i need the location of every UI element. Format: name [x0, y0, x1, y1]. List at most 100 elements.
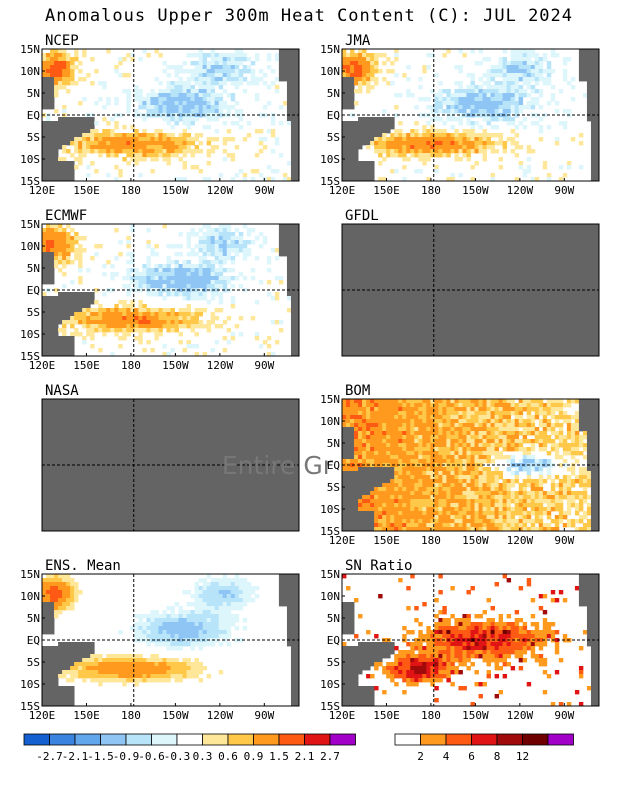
field-cell: [446, 483, 451, 488]
field-cell: [530, 419, 536, 424]
field-cell: [346, 479, 351, 484]
field-cell: [458, 133, 463, 138]
field-cell: [74, 121, 79, 126]
field-cell: [214, 324, 220, 329]
field-cell: [562, 73, 568, 78]
field-cell: [514, 57, 520, 62]
field-cell: [478, 491, 483, 496]
field-cell: [398, 451, 403, 456]
field-cell: [478, 411, 483, 416]
field-cell: [398, 427, 403, 432]
field-cell: [102, 320, 107, 325]
field-cell: [90, 332, 95, 337]
field-cell: [42, 296, 47, 301]
field-cell: [482, 415, 487, 420]
field-cell: [454, 399, 459, 404]
field-cell: [438, 455, 443, 460]
field-cell: [406, 475, 411, 480]
field-cell: [546, 511, 552, 516]
field-cell: [490, 89, 495, 94]
field-cell: [586, 403, 592, 408]
field-cell: [478, 439, 483, 444]
field-cell: [46, 240, 51, 245]
field-cell: [74, 332, 79, 337]
field-cell: [410, 519, 415, 524]
field-cell: [458, 419, 463, 424]
field-cell: [130, 224, 135, 229]
field-cell: [174, 69, 179, 74]
field-cell: [282, 53, 288, 58]
field-cell: [214, 109, 220, 114]
field-cell: [282, 69, 288, 74]
field-cell: [170, 125, 175, 130]
field-cell: [422, 161, 427, 166]
field-cell: [566, 435, 572, 440]
field-cell: [238, 240, 244, 245]
field-cell: [130, 252, 135, 257]
field-cell: [294, 109, 300, 114]
field-cell: [370, 419, 375, 424]
field-cell: [498, 487, 504, 492]
field-cell: [462, 431, 467, 436]
field-cell: [186, 93, 191, 98]
field-cell: [458, 399, 463, 404]
field-cell: [510, 411, 516, 416]
field-cell: [50, 49, 55, 54]
x-tick-label: 180: [121, 184, 141, 197]
field-cell: [394, 499, 399, 504]
field-cell: [402, 503, 407, 508]
field-cell: [402, 479, 407, 484]
field-cell: [506, 443, 512, 448]
field-cell: [362, 519, 367, 524]
field-cell: [154, 149, 159, 154]
field-cell: [66, 61, 71, 66]
field-cell: [50, 125, 55, 130]
field-cell: [194, 61, 200, 66]
field-cell: [486, 109, 491, 114]
field-cell: [234, 228, 240, 233]
field-cell: [430, 519, 435, 524]
field-cell: [342, 121, 347, 126]
field-cell: [174, 137, 179, 142]
field-cell: [362, 73, 367, 78]
field-cell: [486, 73, 491, 78]
field-cell: [74, 240, 79, 245]
field-cell: [82, 296, 87, 301]
field-cell: [362, 53, 367, 58]
field-cell: [58, 61, 63, 66]
field-cell: [162, 308, 167, 313]
field-cell: [362, 117, 367, 122]
field-cell: [218, 232, 224, 237]
field-cell: [74, 57, 79, 62]
field-cell: [54, 169, 59, 174]
field-cell: [486, 503, 491, 508]
field-cell: [362, 133, 367, 138]
field-cell: [386, 439, 391, 444]
field-cell: [498, 113, 504, 118]
field-cell: [202, 236, 208, 241]
field-cell: [398, 121, 403, 126]
field-cell: [230, 69, 236, 74]
field-cell: [534, 53, 540, 58]
field-cell: [138, 320, 143, 325]
field-cell: [446, 93, 451, 98]
field-cell: [502, 515, 508, 520]
field-cell: [478, 141, 483, 146]
field-cell: [522, 169, 528, 174]
field-cell: [430, 133, 435, 138]
field-cell: [98, 324, 103, 329]
field-cell: [138, 312, 143, 317]
field-cell: [422, 419, 427, 424]
field-cell: [486, 399, 491, 404]
field-cell: [54, 320, 59, 325]
field-cell: [114, 141, 119, 146]
field-cell: [98, 244, 103, 249]
field-cell: [502, 443, 508, 448]
field-cell: [70, 280, 75, 285]
field-cell: [530, 73, 536, 78]
field-cell: [366, 503, 371, 508]
field-cell: [414, 507, 419, 512]
field-cell: [474, 439, 479, 444]
field-cell: [74, 304, 79, 309]
field-cell: [366, 499, 371, 504]
